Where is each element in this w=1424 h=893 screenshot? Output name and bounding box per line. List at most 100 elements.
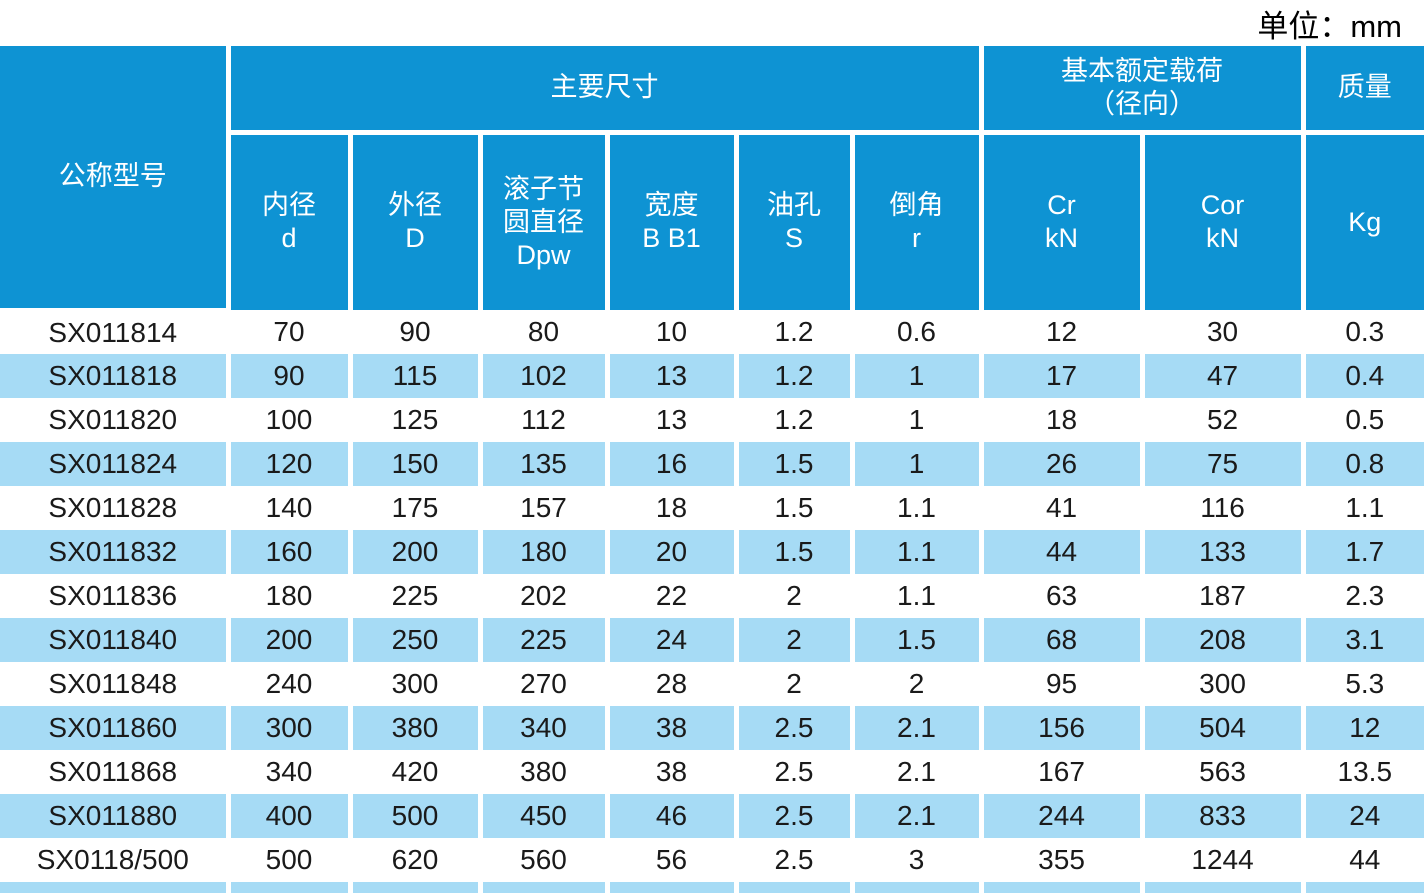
- value-cell: [981, 882, 1145, 893]
- value-cell: 3.1: [1303, 618, 1424, 662]
- value-cell: 180: [480, 530, 610, 574]
- value-cell: 20: [607, 530, 739, 574]
- header-width: 宽度 B B1: [607, 132, 739, 310]
- value-cell: 150: [350, 442, 483, 486]
- header-line: kN: [1206, 223, 1240, 254]
- value-cell: 380: [480, 750, 610, 794]
- value-cell: 18: [607, 486, 739, 530]
- model-cell: SX011820: [0, 398, 231, 442]
- value-cell: 355: [981, 838, 1145, 882]
- value-cell: 10: [607, 310, 739, 354]
- value-cell: 1.5: [852, 618, 984, 662]
- value-cell: 225: [480, 618, 610, 662]
- value-cell: 187: [1142, 574, 1306, 618]
- value-cell: 1: [852, 354, 984, 398]
- model-cell: SX011840: [0, 618, 231, 662]
- value-cell: 400: [228, 794, 353, 838]
- value-cell: 157: [480, 486, 610, 530]
- model-cell: SX0118/500: [0, 838, 231, 882]
- model-cell: SX011836: [0, 574, 231, 618]
- value-cell: 1.1: [852, 486, 984, 530]
- value-cell: 380: [350, 706, 483, 750]
- value-cell: 0.3: [1303, 310, 1424, 354]
- header-bore-diameter: 内径 d: [228, 132, 353, 310]
- header-line: kN: [1045, 223, 1079, 254]
- header-line: 油孔: [767, 190, 821, 221]
- model-cell: SX011832: [0, 530, 231, 574]
- value-cell: 63: [981, 574, 1145, 618]
- value-cell: 563: [1142, 750, 1306, 794]
- value-cell: 2: [852, 662, 984, 706]
- value-cell: 1.2: [736, 310, 855, 354]
- table-row: SX011848 240 300 270 28 2 2 95 300 5.3: [0, 662, 1424, 706]
- value-cell: 1.7: [1303, 530, 1424, 574]
- header-line: Cr: [1047, 190, 1076, 221]
- value-cell: 24: [607, 618, 739, 662]
- value-cell: 2: [736, 574, 855, 618]
- value-cell: 116: [1142, 486, 1306, 530]
- table-row: SX011868 340 420 380 38 2.5 2.1 167 563 13.5: [0, 750, 1424, 794]
- value-cell: [480, 882, 610, 893]
- value-cell: 2.1: [852, 706, 984, 750]
- value-cell: 180: [228, 574, 353, 618]
- value-cell: 90: [228, 354, 353, 398]
- value-cell: 0.5: [1303, 398, 1424, 442]
- header-roller-pitch-diameter: 滚子节 圆直径 Dpw: [480, 132, 610, 310]
- value-cell: [852, 882, 984, 893]
- value-cell: 38: [607, 750, 739, 794]
- value-cell: 1.1: [852, 530, 984, 574]
- header-line: Cor: [1200, 190, 1245, 221]
- value-cell: 125: [350, 398, 483, 442]
- value-cell: 2.1: [852, 794, 984, 838]
- value-cell: 175: [350, 486, 483, 530]
- value-cell: 620: [350, 838, 483, 882]
- table-row-partial: [0, 882, 1424, 893]
- header-chamfer: 倒角 r: [852, 132, 984, 310]
- value-cell: 250: [350, 618, 483, 662]
- value-cell: 2.5: [736, 838, 855, 882]
- value-cell: 38: [607, 706, 739, 750]
- value-cell: 112: [480, 398, 610, 442]
- header-line: 外径: [388, 190, 442, 221]
- value-cell: 200: [350, 530, 483, 574]
- header-line: 宽度: [644, 190, 699, 221]
- value-cell: 13.5: [1303, 750, 1424, 794]
- value-cell: 270: [480, 662, 610, 706]
- value-cell: 1.5: [736, 530, 855, 574]
- table-body: SX011814 70 90 80 10 1.2 0.6 12 30 0.3 SX011818 90 1…: [0, 310, 1424, 893]
- header-line: S: [784, 223, 803, 254]
- value-cell: 1: [852, 442, 984, 486]
- value-cell: 44: [1303, 838, 1424, 882]
- value-cell: 2.5: [736, 706, 855, 750]
- value-cell: 17: [981, 354, 1145, 398]
- value-cell: 450: [480, 794, 610, 838]
- value-cell: 75: [1142, 442, 1306, 486]
- value-cell: 2.5: [736, 750, 855, 794]
- value-cell: 18: [981, 398, 1145, 442]
- value-cell: 16: [607, 442, 739, 486]
- value-cell: 12: [981, 310, 1145, 354]
- table-row: SX011836 180 225 202 22 2 1.1 63 187 2.3: [0, 574, 1424, 618]
- header-sub-row: 内径 d 外径 D 滚子节 圆直径 Dpw 宽度 B B1 油孔: [0, 132, 1424, 310]
- value-cell: 1.5: [736, 442, 855, 486]
- value-cell: 300: [350, 662, 483, 706]
- value-cell: 1: [852, 398, 984, 442]
- value-cell: 560: [480, 838, 610, 882]
- value-cell: 1.1: [1303, 486, 1424, 530]
- value-cell: 13: [607, 354, 739, 398]
- header-line: 公称型号: [58, 161, 167, 192]
- header-line: 主要尺寸: [550, 72, 659, 103]
- value-cell: 41: [981, 486, 1145, 530]
- unit-strip: 单位：mm: [0, 0, 1424, 46]
- value-cell: [0, 882, 231, 893]
- value-cell: 300: [228, 706, 353, 750]
- value-cell: 22: [607, 574, 739, 618]
- value-cell: 504: [1142, 706, 1306, 750]
- model-cell: SX011818: [0, 354, 231, 398]
- table-row: SX011814 70 90 80 10 1.2 0.6 12 30 0.3: [0, 310, 1424, 354]
- table-row: SX0118/500 500 620 560 56 2.5 3 355 1244 44: [0, 838, 1424, 882]
- value-cell: 47: [1142, 354, 1306, 398]
- table-row: SX011818 90 115 102 13 1.2 1 17 47 0.4: [0, 354, 1424, 398]
- header-line: d: [281, 223, 297, 254]
- header-line: r: [912, 223, 922, 254]
